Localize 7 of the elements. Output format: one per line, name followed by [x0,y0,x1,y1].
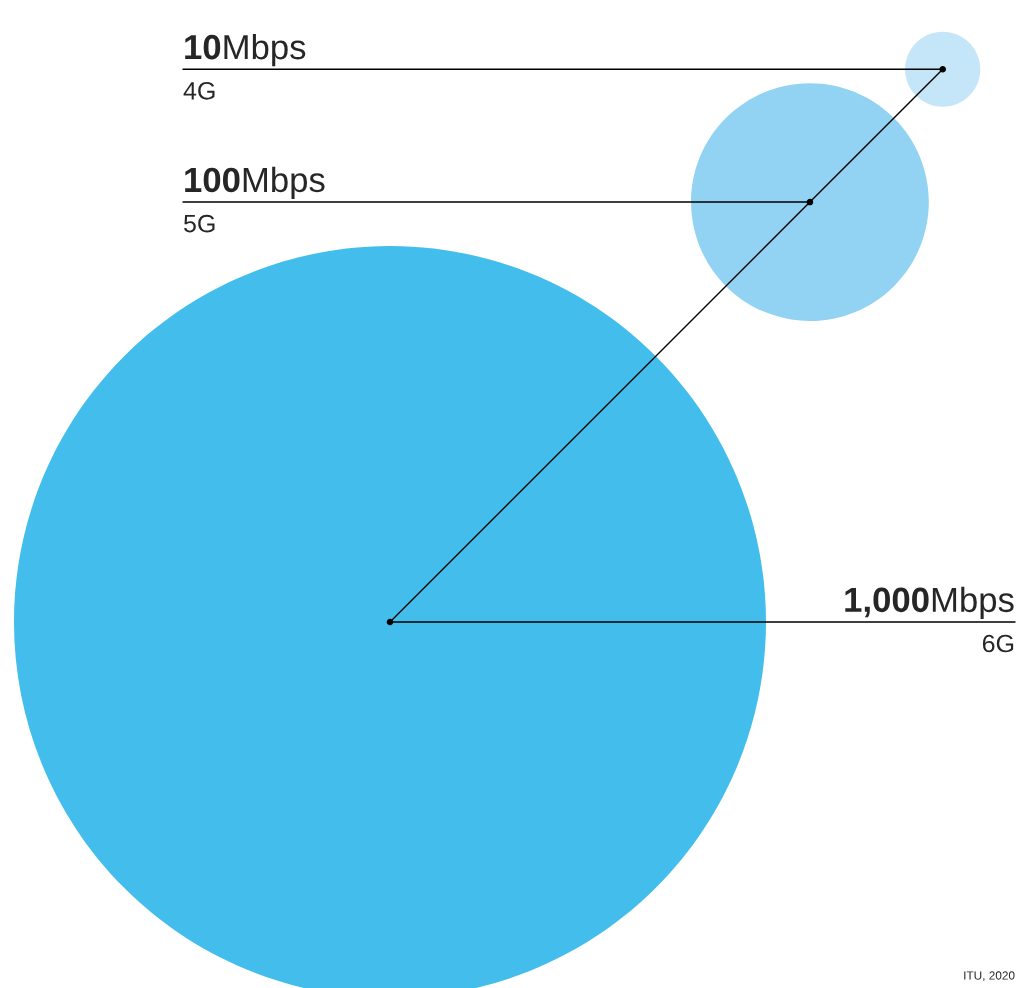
category-label: 6G [982,634,1014,653]
category-label: 5G [184,214,215,233]
data-label: 10Mbps [185,33,306,67]
category-label: 4G [183,81,215,100]
data-label: 1,000Mbps [845,586,1014,620]
data-label: 100Mbps [185,166,325,200]
text: ITU, 2020 [964,971,1015,982]
